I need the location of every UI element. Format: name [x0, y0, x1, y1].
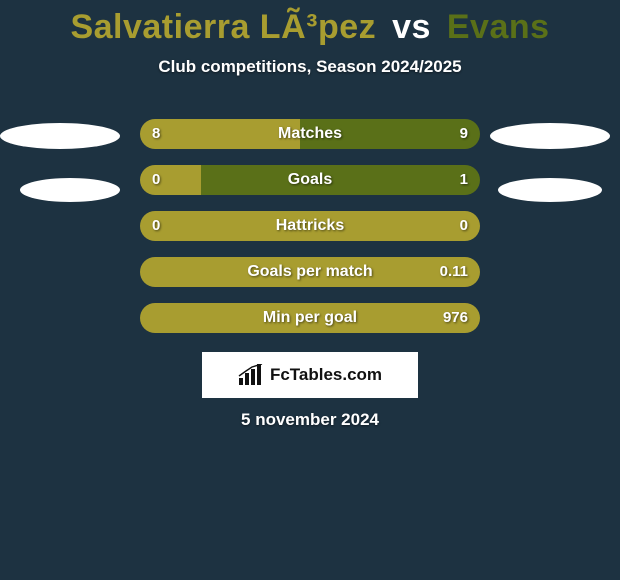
stat-label: Goals per match: [140, 257, 480, 287]
decorative-ellipse: [498, 178, 602, 202]
subtitle: Club competitions, Season 2024/2025: [0, 57, 620, 77]
stat-row: 00Hattricks: [0, 211, 620, 241]
comparison-infographic: Salvatierra LÃ³pez vs Evans Club competi…: [0, 0, 620, 580]
stat-row: 976Min per goal: [0, 303, 620, 333]
stats-rows: 89Matches01Goals00Hattricks0.11Goals per…: [0, 119, 620, 333]
title-vs: vs: [392, 8, 431, 46]
source-badge-text: FcTables.com: [270, 365, 382, 385]
page-title: Salvatierra LÃ³pez vs Evans: [0, 0, 620, 47]
source-badge: FcTables.com: [202, 352, 418, 398]
decorative-ellipse: [490, 123, 610, 149]
title-player2: Evans: [447, 8, 550, 46]
stat-label: Min per goal: [140, 303, 480, 333]
chart-bars-icon: [238, 364, 264, 386]
title-player1: Salvatierra LÃ³pez: [70, 8, 376, 46]
decorative-ellipse: [20, 178, 120, 202]
stat-label: Hattricks: [140, 211, 480, 241]
date-label: 5 november 2024: [0, 410, 620, 430]
stat-label: Goals: [140, 165, 480, 195]
decorative-ellipse: [0, 123, 120, 149]
stat-label: Matches: [140, 119, 480, 149]
stat-row: 0.11Goals per match: [0, 257, 620, 287]
